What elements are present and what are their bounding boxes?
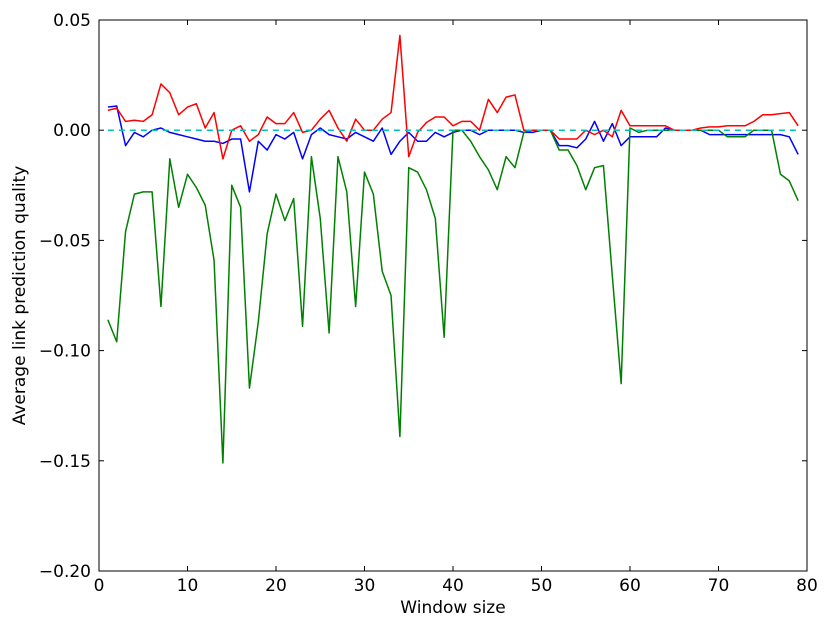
y-tick-label: −0.20 bbox=[39, 562, 91, 582]
x-axis-label: Window size bbox=[400, 598, 505, 618]
axis-ticks bbox=[98, 19, 808, 572]
series-lines bbox=[107, 34, 799, 464]
x-tick-label: 20 bbox=[265, 576, 287, 596]
x-tick-label: 40 bbox=[442, 576, 464, 596]
x-tick-label: 30 bbox=[354, 576, 376, 596]
plot-frame bbox=[98, 19, 808, 572]
x-tick-label: 80 bbox=[796, 576, 818, 596]
x-tick-label: 0 bbox=[94, 576, 105, 596]
y-tick-label: −0.15 bbox=[39, 452, 91, 472]
x-tick-label: 50 bbox=[531, 576, 553, 596]
y-tick-label: 0.00 bbox=[53, 121, 91, 141]
tick-labels: 0 10 20 30 40 50 60 70 80 −0.20 −0.15 −0.10 −0.05 0.0… bbox=[39, 11, 818, 596]
y-tick-label: −0.10 bbox=[39, 342, 91, 362]
series-line-1 bbox=[107, 105, 799, 193]
series-line-2 bbox=[107, 127, 799, 464]
y-axis-label: Average link prediction quality bbox=[10, 166, 30, 426]
y-tick-label: −0.05 bbox=[39, 231, 91, 251]
x-tick-label: 10 bbox=[177, 576, 199, 596]
x-tick-label: 60 bbox=[619, 576, 641, 596]
y-tick-label: 0.05 bbox=[53, 11, 91, 31]
x-tick-label: 70 bbox=[708, 576, 730, 596]
